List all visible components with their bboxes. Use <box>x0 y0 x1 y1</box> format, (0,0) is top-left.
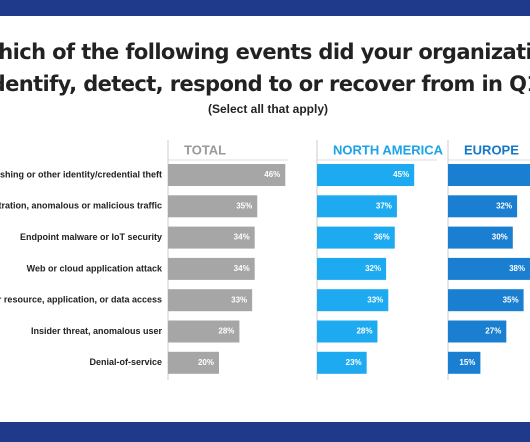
legend-entry: TOTAL <box>184 142 226 157</box>
value-label: 38% <box>509 264 525 273</box>
bar <box>448 289 524 312</box>
value-label: 20% <box>198 358 214 367</box>
bar <box>317 226 395 249</box>
value-label: 36% <box>374 233 390 242</box>
value-label: 33% <box>231 295 247 304</box>
bar <box>448 351 481 374</box>
bar <box>317 351 367 374</box>
top-band <box>0 0 530 16</box>
bar <box>448 195 518 218</box>
value-label: 37% <box>376 201 392 210</box>
bar <box>317 164 415 186</box>
category-label: er resource, application, or data access <box>0 295 162 305</box>
value-label: 23% <box>346 358 362 367</box>
bar <box>168 351 219 374</box>
value-label: 33% <box>367 295 383 304</box>
category-label: iltration, anomalous or malicious traffi… <box>0 201 162 211</box>
value-label: 28% <box>356 327 372 336</box>
bar <box>168 257 255 280</box>
category-label: Denial-of-service <box>89 357 162 367</box>
bar <box>448 226 513 249</box>
legend-entry: EUROPE <box>464 142 519 157</box>
bottom-band <box>0 422 530 442</box>
bar <box>168 289 253 312</box>
bar <box>317 320 378 343</box>
value-label: 34% <box>234 264 250 273</box>
value-label: 32% <box>365 264 381 273</box>
category-label: Web or cloud application attack <box>27 263 163 273</box>
bar <box>317 195 397 218</box>
chart-title: Which of the following events did your o… <box>0 40 530 64</box>
category-label: Insider threat, anomalous user <box>31 326 163 336</box>
bar <box>317 289 389 312</box>
category-label: Endpoint malware or IoT security <box>20 232 162 242</box>
value-label: 35% <box>503 295 519 304</box>
bar <box>448 257 530 280</box>
value-label: 46% <box>264 170 280 179</box>
value-label: 45% <box>393 170 409 179</box>
value-label: 34% <box>234 233 250 242</box>
value-label: 15% <box>459 358 475 367</box>
category-label: shing or other identity/credential theft <box>0 169 162 179</box>
chart-subtitle: (Select all that apply) <box>208 102 328 116</box>
bar <box>168 164 286 186</box>
bar <box>168 195 258 218</box>
chart-title: identify, detect, respond to or recover … <box>0 72 530 96</box>
value-label: 28% <box>218 327 234 336</box>
bar <box>168 226 255 249</box>
value-label: 32% <box>496 201 512 210</box>
bar <box>448 320 507 343</box>
bar <box>168 320 240 343</box>
value-label: 30% <box>492 233 508 242</box>
value-label: 35% <box>236 201 252 210</box>
legend-entry: NORTH AMERICA <box>333 142 444 157</box>
value-label: 27% <box>485 327 501 336</box>
bar <box>448 164 530 186</box>
bar <box>317 257 387 280</box>
